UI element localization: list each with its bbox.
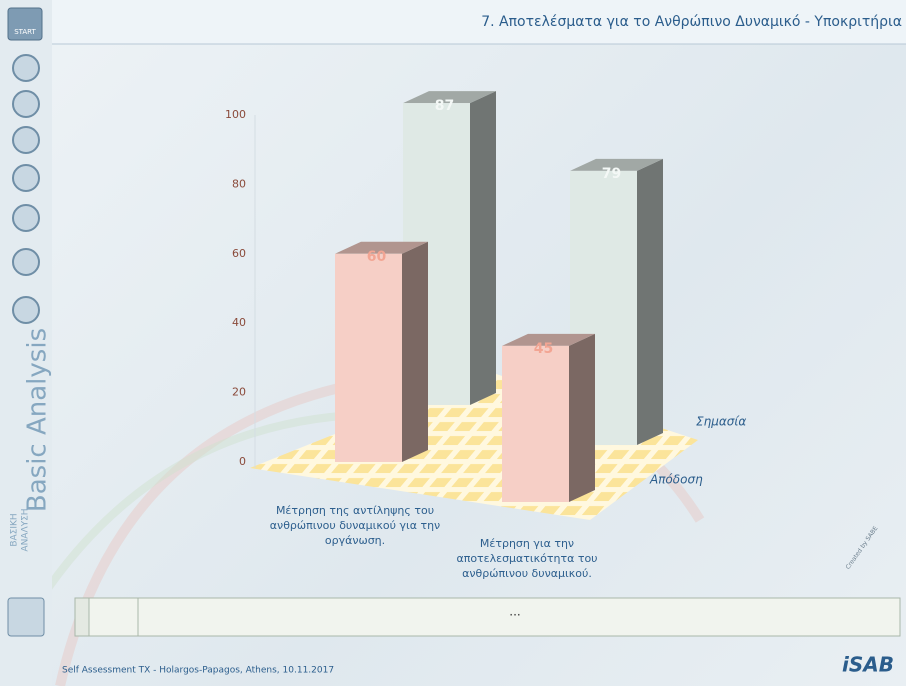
start-button[interactable] — [7, 7, 43, 41]
nav-icon[interactable] — [12, 54, 40, 82]
data-label: 45 — [534, 341, 553, 357]
series-label: Απόδοση — [649, 473, 703, 487]
bar-side — [470, 91, 496, 406]
nav-icon[interactable] — [12, 90, 40, 118]
brand-greek: ΒΑΣΙΚΗ — [10, 513, 20, 546]
nav-icon[interactable] — [12, 296, 40, 324]
data-label: 87 — [435, 98, 454, 114]
data-label: 79 — [602, 166, 621, 182]
category-label: Μέτρηση της αντίληψης του ανθρώπινου δυν… — [269, 504, 441, 547]
y-tick-label: 0 — [239, 455, 246, 468]
spinner[interactable] — [74, 597, 90, 637]
category-label: Μέτρηση για την αποτελεσματικότητα του α… — [456, 537, 598, 580]
bar-side — [637, 158, 663, 445]
nav-icon[interactable] — [12, 164, 40, 192]
brand-greek: ΑΝΑΛΥΣΗ — [21, 508, 31, 551]
bar-side — [402, 241, 428, 462]
start-label: START — [14, 28, 36, 36]
status-text: ... — [509, 605, 520, 619]
y-tick-label: 40 — [232, 316, 246, 329]
bar-top — [502, 333, 595, 346]
chart: 0 20 40 60 80 100 87 79 60 45 Απόδοση Σημασία — [225, 91, 746, 502]
header-bar — [0, 0, 906, 44]
footer-text: Self Assessment TX - Holargos-Papagos, A… — [62, 666, 334, 676]
bar — [502, 345, 569, 502]
bar-top — [403, 91, 496, 104]
nav-icon[interactable] — [12, 126, 40, 154]
y-tick-label: 80 — [232, 177, 246, 190]
bar-top — [335, 241, 428, 254]
bar — [335, 253, 402, 462]
y-tick-label: 20 — [232, 386, 246, 399]
nav-icon[interactable] — [12, 204, 40, 232]
bar-side — [569, 333, 595, 502]
nav-icons — [12, 54, 40, 324]
series-label: Σημασία — [696, 415, 746, 429]
tool-button[interactable] — [7, 597, 45, 637]
data-label: 60 — [367, 249, 387, 265]
y-tick-label: 100 — [225, 108, 246, 121]
logo: iSAB — [842, 653, 894, 677]
page-title: 7. Αποτελέσματα για το Ανθρώπινο Δυναμικ… — [481, 14, 902, 30]
bar-top — [570, 158, 663, 171]
credit: Created by SABE — [845, 525, 880, 571]
status-bar — [74, 597, 901, 637]
nav-icon[interactable] — [12, 248, 40, 276]
brand: Basic Analysis — [23, 328, 53, 512]
y-tick-label: 60 — [232, 247, 246, 260]
